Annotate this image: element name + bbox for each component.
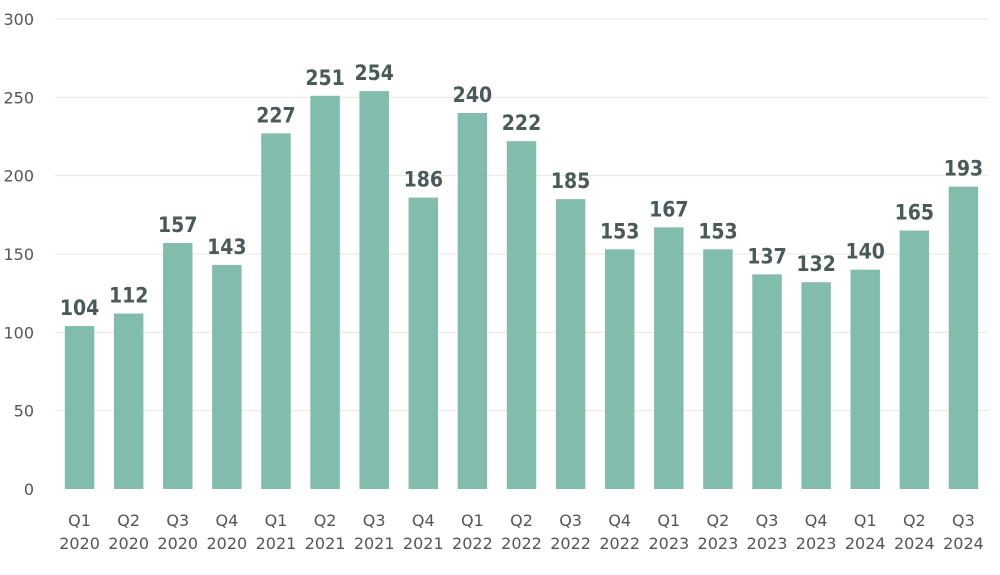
- x-tick-label-quarter: Q4: [412, 511, 435, 530]
- data-label: 143: [207, 235, 246, 259]
- bar: [899, 230, 930, 489]
- y-tick-label: 250: [3, 88, 34, 107]
- bar: [850, 269, 880, 489]
- y-tick-label: 0: [24, 480, 34, 499]
- x-tick-label-year: 2021: [256, 534, 297, 553]
- x-tick-label-year: 2022: [599, 534, 640, 553]
- x-tick-label-quarter: Q1: [854, 511, 877, 530]
- x-tick-label-year: 2021: [354, 534, 395, 553]
- data-label: 227: [256, 103, 295, 127]
- data-labels: 104 112 157 143 227 251 254 186 240 222 185 153 167 1…: [60, 61, 983, 320]
- bar: [64, 326, 95, 489]
- data-label: 222: [502, 111, 541, 135]
- bar: [654, 227, 684, 489]
- x-tick-label-quarter: Q4: [805, 511, 828, 530]
- x-tick-label-quarter: Q1: [265, 511, 288, 530]
- x-tick-label-quarter: Q4: [608, 511, 631, 530]
- bar: [408, 197, 439, 489]
- x-tick-label-year: 2020: [59, 534, 100, 553]
- y-tick-label: 300: [3, 10, 34, 29]
- data-label: 157: [158, 213, 197, 237]
- x-tick-label-quarter: Q2: [117, 511, 140, 530]
- x-tick-label-quarter: Q2: [903, 511, 926, 530]
- y-tick-label: 100: [3, 323, 34, 342]
- x-tick-label-quarter: Q1: [461, 511, 484, 530]
- x-tick-label-year: 2023: [796, 534, 837, 553]
- data-label: 193: [944, 157, 983, 181]
- data-label: 140: [846, 240, 885, 264]
- bar: [163, 243, 193, 489]
- data-label: 251: [305, 66, 344, 90]
- x-tick-label-quarter: Q2: [510, 511, 533, 530]
- x-tick-label-year: 2022: [452, 534, 493, 553]
- data-label: 112: [109, 284, 148, 308]
- bar: [506, 141, 537, 489]
- y-axis-ticks: 0 50 100 150 200 250 300: [3, 10, 34, 499]
- x-tick-label-year: 2021: [305, 534, 346, 553]
- data-label: 186: [404, 168, 443, 192]
- data-label: 167: [649, 197, 688, 221]
- data-label: 165: [895, 201, 934, 225]
- x-tick-label-quarter: Q3: [756, 511, 779, 530]
- x-tick-label-year: 2020: [207, 534, 248, 553]
- x-tick-label-year: 2020: [157, 534, 198, 553]
- bar: [801, 282, 831, 489]
- data-label: 132: [796, 252, 835, 276]
- x-tick-label-quarter: Q3: [363, 511, 386, 530]
- x-tick-label-quarter: Q3: [952, 511, 975, 530]
- data-label: 137: [747, 244, 786, 268]
- bar: [752, 274, 782, 489]
- data-label: 104: [60, 296, 99, 320]
- x-tick-label-year: 2020: [108, 534, 149, 553]
- bar: [261, 133, 291, 489]
- x-tick-label-year: 2024: [845, 534, 886, 553]
- y-tick-label: 200: [3, 167, 34, 186]
- bar: [113, 313, 144, 489]
- x-tick-label-quarter: Q2: [314, 511, 337, 530]
- x-tick-label-quarter: Q3: [166, 511, 189, 530]
- bar: [212, 264, 242, 489]
- data-label: 240: [453, 83, 492, 107]
- x-tick-label-year: 2023: [698, 534, 739, 553]
- x-tick-label-quarter: Q3: [559, 511, 582, 530]
- x-tick-label-year: 2024: [894, 534, 935, 553]
- x-tick-label-quarter: Q1: [657, 511, 680, 530]
- bar: [604, 249, 635, 489]
- bar: [555, 199, 586, 489]
- data-label: 153: [698, 219, 737, 243]
- x-tick-label-year: 2023: [648, 534, 689, 553]
- x-tick-label-year: 2023: [747, 534, 788, 553]
- y-tick-label: 50: [14, 402, 34, 421]
- data-label: 254: [354, 61, 393, 85]
- bar: [359, 91, 389, 490]
- bar: [948, 186, 979, 489]
- x-tick-label-year: 2024: [943, 534, 984, 553]
- x-tick-label-year: 2022: [501, 534, 542, 553]
- x-tick-label-year: 2021: [403, 534, 444, 553]
- x-tick-label-quarter: Q4: [215, 511, 238, 530]
- x-tick-label-quarter: Q1: [68, 511, 91, 530]
- x-tick-label-year: 2022: [550, 534, 591, 553]
- bars: [64, 91, 979, 490]
- y-tick-label: 150: [3, 245, 34, 264]
- bar: [703, 249, 733, 489]
- bar: [310, 95, 340, 490]
- data-label: 153: [600, 219, 639, 243]
- x-tick-label-quarter: Q2: [707, 511, 730, 530]
- x-axis-ticks: Q1 2020 Q2 2020 Q3 2020 Q4 2020 Q1 2021 Q2 2021 Q3 20…: [59, 511, 984, 553]
- data-label: 185: [551, 169, 590, 193]
- bar: [457, 113, 488, 489]
